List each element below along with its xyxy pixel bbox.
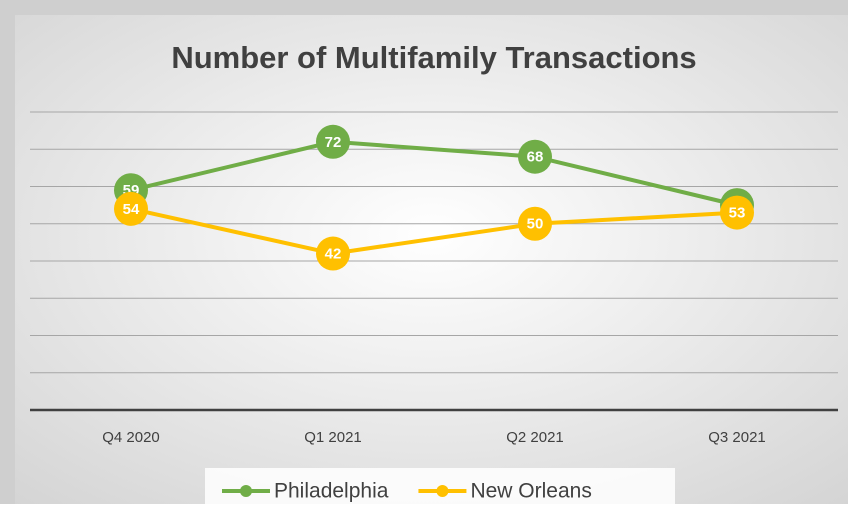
x-tick-label: Q2 2021 bbox=[506, 429, 564, 446]
legend-label: New Orleans bbox=[470, 480, 591, 503]
legend-label: Philadelphia bbox=[274, 480, 389, 503]
x-tick-label: Q1 2021 bbox=[304, 429, 362, 446]
legend-swatch-marker bbox=[240, 485, 252, 497]
data-label: 68 bbox=[527, 149, 544, 166]
marker bbox=[114, 191, 148, 226]
series-line bbox=[130, 139, 738, 208]
chart-title: Number of Multifamily Transactions bbox=[171, 40, 696, 75]
data-label: 42 bbox=[325, 246, 342, 263]
marker bbox=[518, 139, 552, 174]
marker bbox=[720, 195, 754, 230]
series-line bbox=[130, 206, 738, 256]
chart-area bbox=[15, 15, 848, 504]
marker bbox=[316, 236, 350, 271]
marker bbox=[316, 124, 350, 159]
data-label: 54 bbox=[123, 201, 140, 218]
marker bbox=[518, 206, 552, 241]
legend-swatch-marker bbox=[436, 485, 449, 497]
data-label: 72 bbox=[325, 134, 342, 151]
x-tick-label: Q4 2020 bbox=[102, 429, 160, 446]
x-tick-label: Q3 2021 bbox=[708, 429, 766, 446]
data-label: 50 bbox=[527, 216, 544, 233]
data-label: 53 bbox=[729, 205, 746, 222]
